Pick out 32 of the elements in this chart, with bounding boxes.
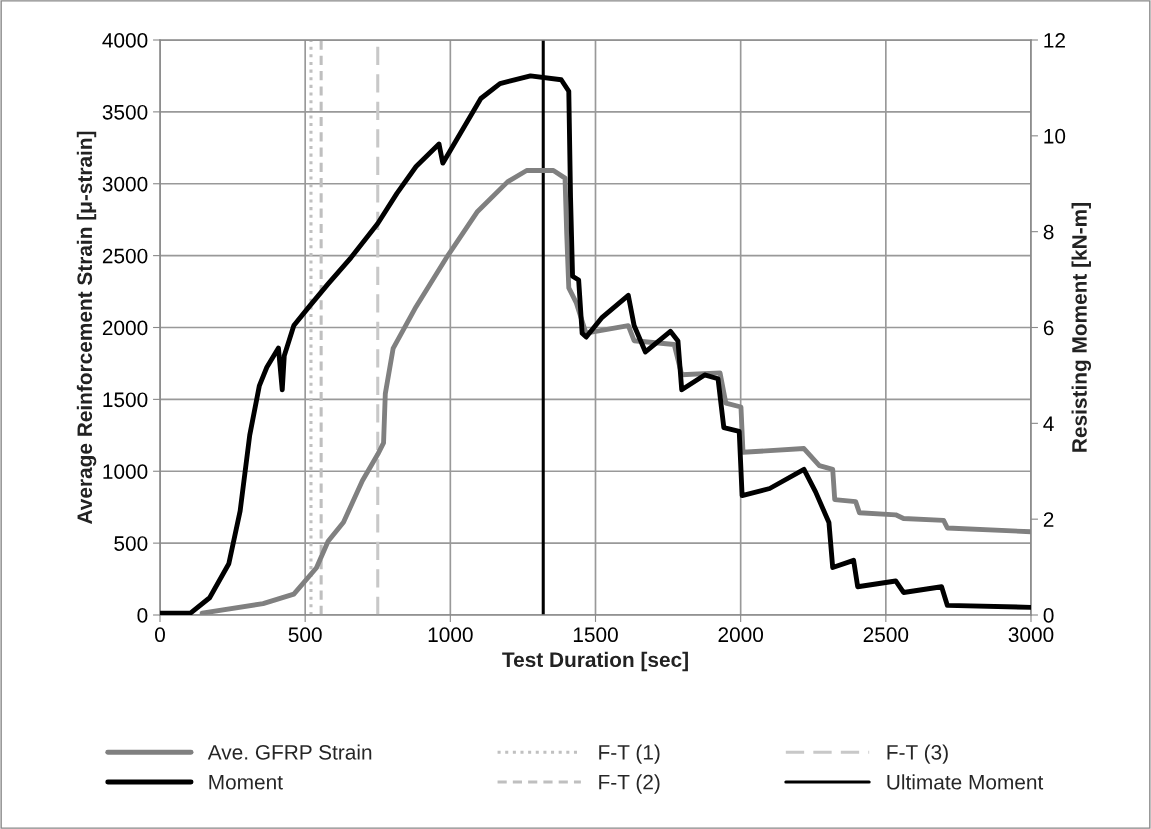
y-tick-label: 2500	[102, 248, 148, 264]
legend-label: Ultimate Moment	[887, 774, 1044, 790]
y2-axis-title: Resisting Moment [kN-m]	[1071, 203, 1092, 452]
x-tick-label: 0	[155, 627, 165, 643]
legend-label: F-T (2)	[599, 774, 660, 794]
y-tick-label: 3500	[102, 104, 148, 120]
legend-label: Ave. GFRP Strain	[207, 744, 372, 760]
y2-tick-label: 12	[1044, 33, 1065, 48]
y-tick-label: 1000	[103, 464, 148, 479]
y2-tick-label: 0	[1043, 608, 1054, 623]
y-tick-label: 3000	[102, 176, 148, 192]
y-axis-title: Average Reinforcement Strain [μ-strain]	[76, 131, 97, 524]
x-tick-label: 1000	[428, 627, 473, 643]
x-tick-label: 3000	[1008, 627, 1054, 643]
y-tick-label: 4000	[102, 33, 148, 48]
y2-tick-label: 10	[1044, 128, 1066, 144]
y-tick-label: 2000	[102, 320, 148, 336]
legend-label: F-T (3)	[887, 744, 948, 764]
y2-tick-label: 8	[1043, 224, 1054, 240]
y-tick-label: 1500	[103, 392, 148, 408]
y2-tick-label: 6	[1043, 320, 1054, 336]
y2-tick-label: 2	[1043, 512, 1054, 527]
x-tick-label: 1500	[573, 627, 618, 643]
x-tick-label: 2500	[863, 627, 909, 643]
x-axis-title: Test Duration [sec]	[502, 651, 688, 672]
x-tick-label: 2000	[718, 627, 764, 643]
y-tick-label: 500	[114, 536, 148, 551]
x-tick-label: 500	[288, 627, 322, 643]
y2-tick-label: 4	[1043, 416, 1054, 431]
y-tick-label: 0	[137, 608, 148, 623]
legend-label: Moment	[209, 775, 283, 790]
legend-label: F-T (1)	[599, 744, 660, 764]
